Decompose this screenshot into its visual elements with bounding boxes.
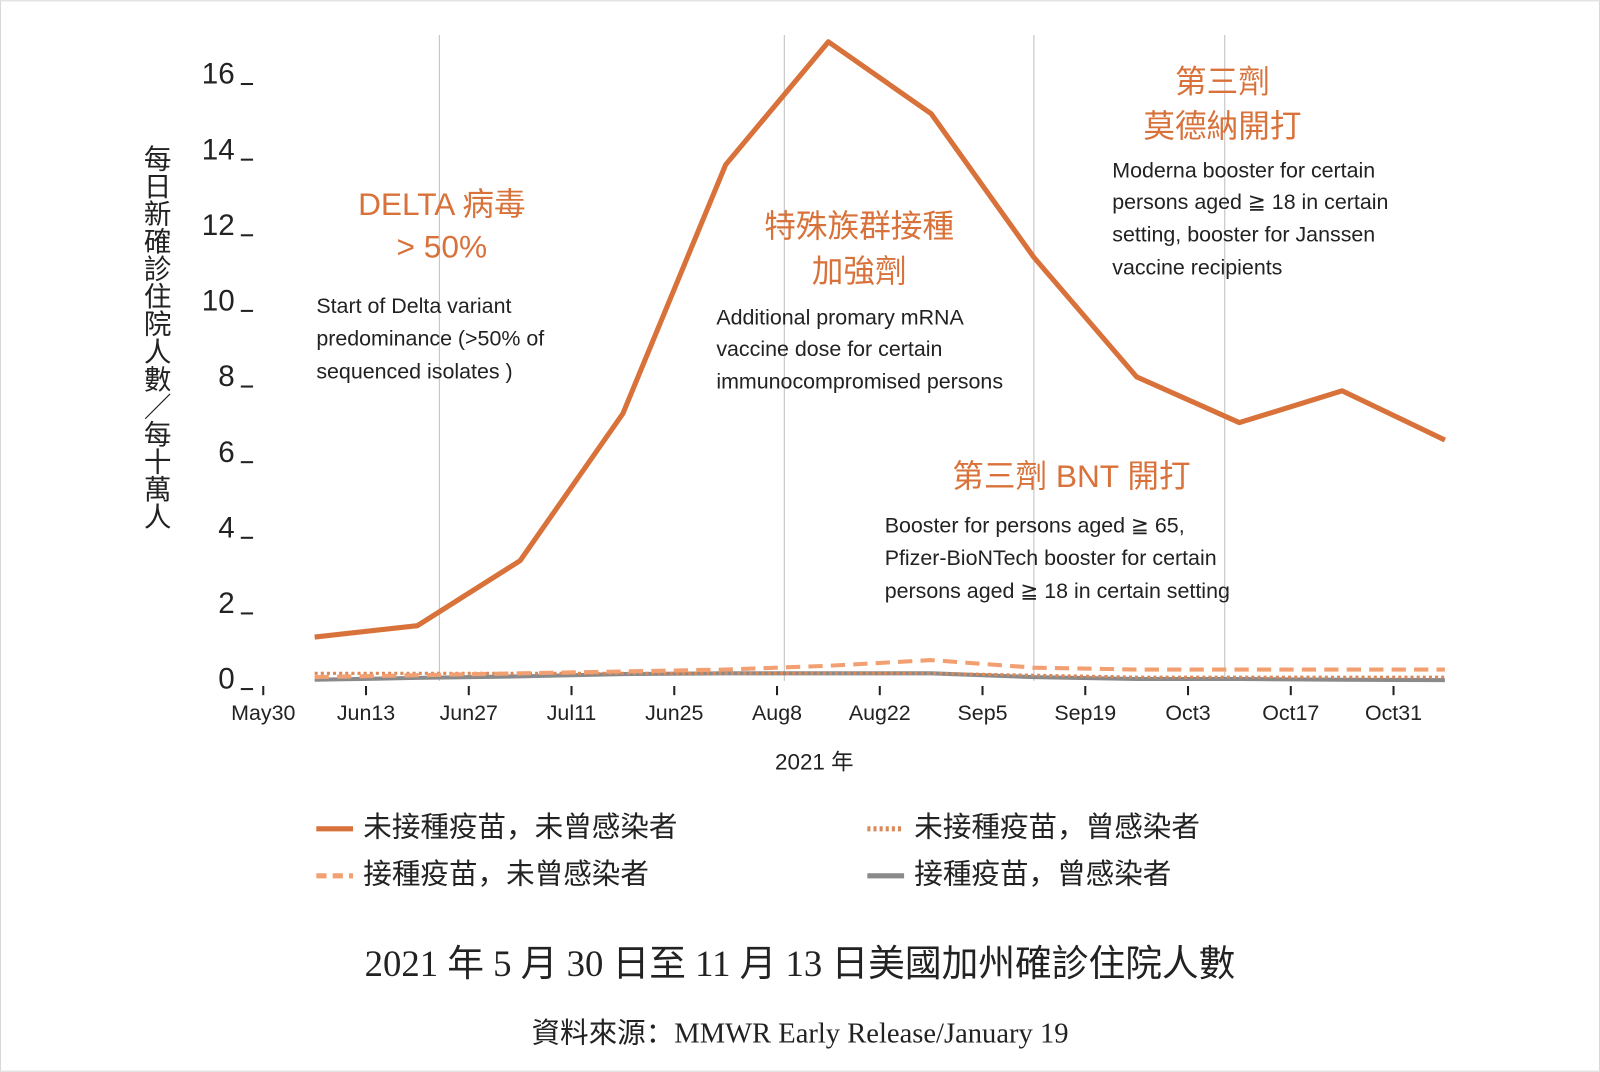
annotation-text: Booster for persons aged ≧ 65, (885, 513, 1185, 537)
x-tick-label: Oct17 (1262, 701, 1319, 725)
series-line (314, 658, 1445, 680)
annotation-title: 特殊族群接種 (764, 208, 954, 244)
x-tick-label: Sep19 (1054, 701, 1116, 725)
annotation-text: vaccine recipients (1112, 255, 1282, 279)
x-tick-label: Aug8 (752, 701, 802, 725)
series-line (314, 671, 1445, 679)
y-tick-label: 4 (218, 511, 234, 544)
y-tick-label: 12 (202, 209, 235, 242)
x-tick-label: Oct3 (1165, 701, 1210, 725)
x-tick-label: Oct31 (1365, 701, 1422, 725)
annotation-text: persons aged ≧ 18 in certain setting (885, 579, 1230, 603)
annotation-title: 莫德納開打 (1143, 108, 1301, 144)
x-tick-label: Jun13 (337, 701, 395, 725)
annotation-text: vaccine dose for certain (716, 337, 942, 361)
annotation-text: Start of Delta variant (316, 294, 511, 318)
annotation-text: Additional promary mRNA (716, 305, 964, 329)
annotation-text: setting, booster for Janssen (1112, 223, 1375, 247)
annotation-text: Moderna booster for certain (1112, 158, 1375, 182)
y-tick-label: 0 (218, 663, 234, 696)
legend-label: 未接種疫苗，曾感染者 (914, 811, 1200, 843)
caption: 2021 年 5 月 30 日至 11 月 13 日美國加州確診住院人數 (365, 943, 1236, 984)
y-tick-label: 16 (202, 58, 235, 91)
x-tick-label: Jun25 (645, 701, 703, 725)
x-tick-label: May30 (231, 701, 295, 725)
legend-label: 接種疫苗，曾感染者 (914, 858, 1171, 890)
x-axis-label: 2021 年 (775, 749, 854, 774)
legend-label: 接種疫苗，未曾感染者 (363, 858, 649, 890)
annotation-title: DELTA 病毒 (358, 186, 526, 222)
x-tick-label: Jul11 (547, 701, 597, 725)
y-tick-label: 14 (202, 133, 235, 166)
annotation-title: 第三劑 BNT 開打 (952, 458, 1190, 494)
annotation-title: 加強劑 (812, 253, 907, 289)
annotation-title: > 50% (397, 229, 488, 265)
annotation-text: immunocompromised persons (716, 370, 1003, 394)
annotation-title: 第三劑 (1175, 63, 1270, 99)
series-line (314, 39, 1446, 640)
annotation-text: persons aged ≧ 18 in certain (1112, 190, 1388, 214)
y-tick-label: 6 (218, 436, 234, 469)
y-axis-label: 每日新確診住院人數／每十萬人 (140, 144, 172, 530)
annotation-text: Pfizer-BioNTech booster for certain (885, 546, 1217, 570)
x-tick-label: Jun27 (440, 701, 498, 725)
x-tick-label: Aug22 (849, 701, 911, 725)
x-tick-label: Sep5 (958, 701, 1008, 725)
source: 資料來源：MMWR Early Release/January 19 (531, 1018, 1068, 1050)
annotation-text: sequenced isolates ) (316, 359, 512, 383)
annotation-text: predominance (>50% of (316, 327, 544, 351)
legend-label: 未接種疫苗，未曾感染者 (363, 811, 677, 843)
y-tick-label: 2 (218, 587, 234, 620)
y-tick-label: 8 (218, 360, 234, 393)
y-tick-label: 10 (202, 285, 235, 318)
